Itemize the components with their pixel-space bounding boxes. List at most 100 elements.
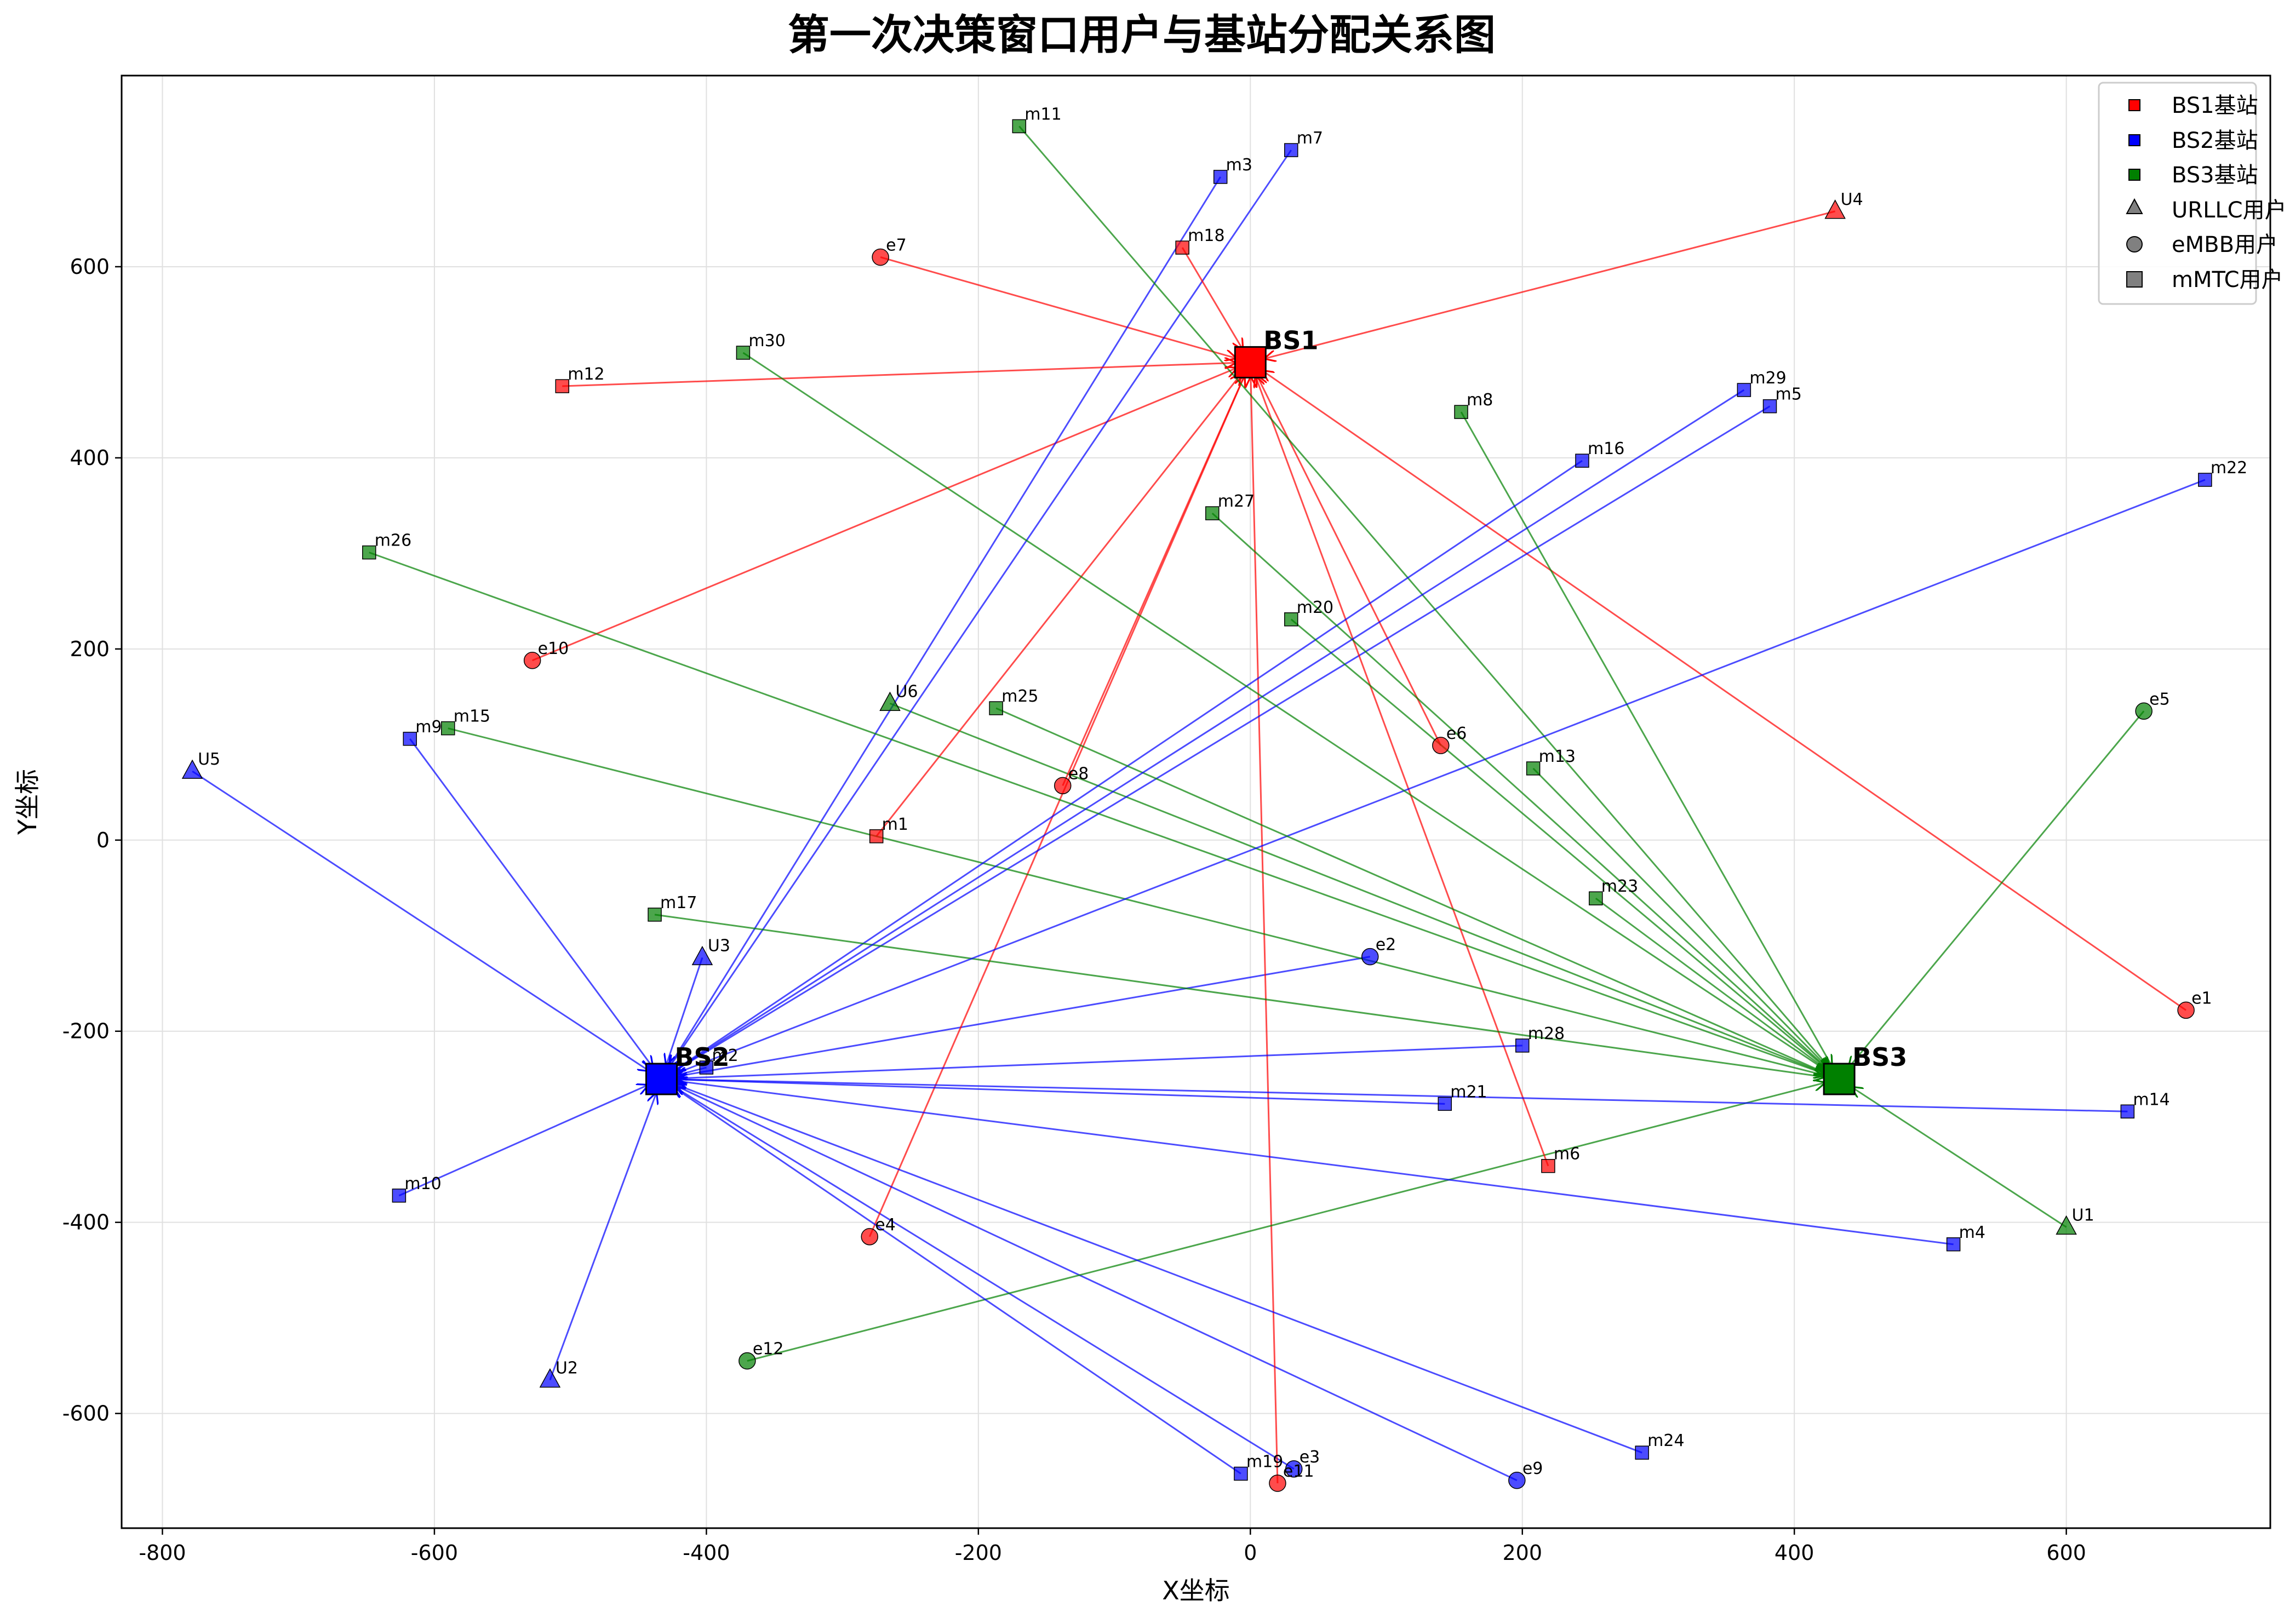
y-tick-label: -200 bbox=[62, 1019, 110, 1043]
connection-m3-bs2 bbox=[669, 176, 1221, 1067]
user-m17-label: m17 bbox=[660, 893, 697, 913]
connection-u2-bs2 bbox=[549, 1092, 657, 1381]
connection-m12-bs1 bbox=[562, 363, 1236, 387]
user-m13-label: m13 bbox=[1539, 747, 1576, 766]
user-m8-label: m8 bbox=[1467, 391, 1493, 410]
legend-marker-triangle bbox=[2126, 198, 2143, 214]
connection-m24-bs2 bbox=[675, 1084, 1642, 1454]
chart-title: 第一次决策窗口用户与基站分配关系图 bbox=[788, 10, 1496, 59]
user-e9-marker bbox=[1508, 1472, 1526, 1489]
user-e9-label: e9 bbox=[1522, 1459, 1543, 1478]
user-e5-marker bbox=[2135, 702, 2153, 720]
user-m26-label: m26 bbox=[375, 531, 411, 550]
connection-m27-bs3 bbox=[1211, 512, 1829, 1069]
user-m30-marker bbox=[736, 346, 751, 360]
legend-item-bs2: BS2基站 bbox=[2128, 128, 2258, 153]
connection-m7-bs2 bbox=[669, 150, 1292, 1067]
user-m18-label: m18 bbox=[1188, 226, 1224, 245]
user-u6-marker bbox=[879, 691, 901, 711]
user-markers: U1 U2 U3 U4 U5 U6 e1 e2 e3 e4 e5 e6 e7 e8 e9 e10 e11 e12 m… bbox=[181, 105, 2247, 1492]
connection-e5-bs3 bbox=[1848, 710, 2145, 1068]
legend: BS1基站 BS2基站 BS3基站 URLLC用户 eMBB用户 mMTC用户 bbox=[2098, 82, 2284, 305]
legend-marker-bs3 bbox=[2128, 169, 2140, 181]
x-tick-label: -200 bbox=[955, 1541, 1002, 1565]
user-u5-label: U5 bbox=[198, 750, 220, 769]
user-e3-label: e3 bbox=[1300, 1448, 1320, 1467]
user-m19-marker bbox=[1234, 1466, 1248, 1481]
user-m15-label: m15 bbox=[454, 707, 490, 726]
user-m6-label: m6 bbox=[1554, 1145, 1580, 1164]
user-u1-label: U1 bbox=[2072, 1206, 2094, 1225]
x-tick-label: 600 bbox=[2046, 1541, 2086, 1565]
user-m17-marker bbox=[648, 908, 662, 922]
legend-marker-circle bbox=[2126, 236, 2143, 253]
connection-u6-bs3 bbox=[889, 702, 1825, 1074]
plot-area bbox=[122, 76, 2270, 1528]
connection-u3-bs2 bbox=[666, 957, 703, 1065]
user-e8-marker bbox=[1054, 777, 1072, 795]
x-tick-label: -600 bbox=[411, 1541, 458, 1565]
legend-item-embb: eMBB用户 bbox=[2126, 232, 2278, 257]
connection-m22-bs2 bbox=[675, 479, 2206, 1074]
user-m10-label: m10 bbox=[404, 1174, 441, 1193]
user-e10-label: e10 bbox=[538, 639, 569, 658]
user-m28-marker bbox=[1515, 1038, 1530, 1053]
user-u3-label: U3 bbox=[708, 936, 730, 955]
connection-m9-bs2 bbox=[409, 738, 653, 1068]
user-e6-label: e6 bbox=[1446, 724, 1467, 743]
user-m16-marker bbox=[1575, 454, 1589, 468]
user-m3-marker bbox=[1213, 170, 1228, 184]
connection-m20-bs3 bbox=[1290, 618, 1828, 1070]
user-u2-label: U2 bbox=[556, 1359, 578, 1378]
user-e11-marker bbox=[1269, 1474, 1286, 1492]
legend-item-bs3: BS3基站 bbox=[2128, 163, 2258, 188]
y-tick-label: 0 bbox=[96, 828, 110, 852]
user-m3-label: m3 bbox=[1226, 156, 1252, 175]
connection-m1-bs1 bbox=[875, 374, 1242, 837]
user-e11-label: e11 bbox=[1283, 1462, 1314, 1481]
connection-e7-bs1 bbox=[880, 256, 1237, 359]
plot-frame bbox=[121, 74, 2271, 1529]
user-m20-marker bbox=[1284, 612, 1298, 627]
user-m29-label: m29 bbox=[1749, 369, 1786, 388]
user-m8-marker bbox=[1454, 405, 1468, 419]
user-e7-marker bbox=[872, 248, 889, 266]
connection-m30-bs3 bbox=[742, 352, 1827, 1071]
user-e10-marker bbox=[523, 652, 541, 669]
user-m9-label: m9 bbox=[415, 718, 442, 737]
user-e7-label: e7 bbox=[886, 236, 907, 255]
x-tick-label: 0 bbox=[1244, 1541, 1257, 1565]
connection-lines bbox=[192, 125, 2206, 1484]
connection-m5-bs2 bbox=[674, 405, 1771, 1072]
user-m20-label: m20 bbox=[1297, 598, 1333, 617]
user-e8-label: e8 bbox=[1068, 764, 1089, 783]
base-station-bs2-marker bbox=[645, 1063, 678, 1095]
base-station-bs3-label: BS3 bbox=[1852, 1042, 1907, 1072]
user-m16-label: m16 bbox=[1588, 439, 1624, 458]
connection-m15-bs3 bbox=[448, 727, 1825, 1076]
user-u3-marker bbox=[691, 945, 713, 966]
user-m7-label: m7 bbox=[1297, 129, 1323, 148]
user-m7-marker bbox=[1284, 143, 1298, 157]
user-m10-marker bbox=[392, 1189, 407, 1203]
legend-label-urllc: URLLC用户 bbox=[2172, 198, 2284, 223]
y-tick-label: 200 bbox=[70, 637, 110, 661]
base-station-bs1-marker bbox=[1234, 346, 1267, 378]
user-e1-marker bbox=[2177, 1001, 2195, 1019]
user-m11-label: m11 bbox=[1024, 105, 1061, 124]
user-m29-marker bbox=[1737, 383, 1751, 397]
user-m23-label: m23 bbox=[1601, 877, 1638, 896]
connection-m29-bs2 bbox=[673, 389, 1745, 1071]
base-station-bs2-label: BS2 bbox=[674, 1042, 729, 1072]
y-tick-label: -400 bbox=[62, 1210, 110, 1235]
y-tick-label: 400 bbox=[70, 446, 110, 470]
connection-e3-bs2 bbox=[674, 1087, 1295, 1470]
user-m19-label: m19 bbox=[1246, 1453, 1283, 1472]
connection-m17-bs3 bbox=[654, 914, 1825, 1077]
x-axis-label: X坐标 bbox=[1162, 1576, 1230, 1605]
connection-e9-bs2 bbox=[674, 1085, 1518, 1482]
user-m12-label: m12 bbox=[568, 365, 604, 384]
user-m23-marker bbox=[1589, 891, 1603, 905]
user-m25-marker bbox=[989, 701, 1003, 715]
